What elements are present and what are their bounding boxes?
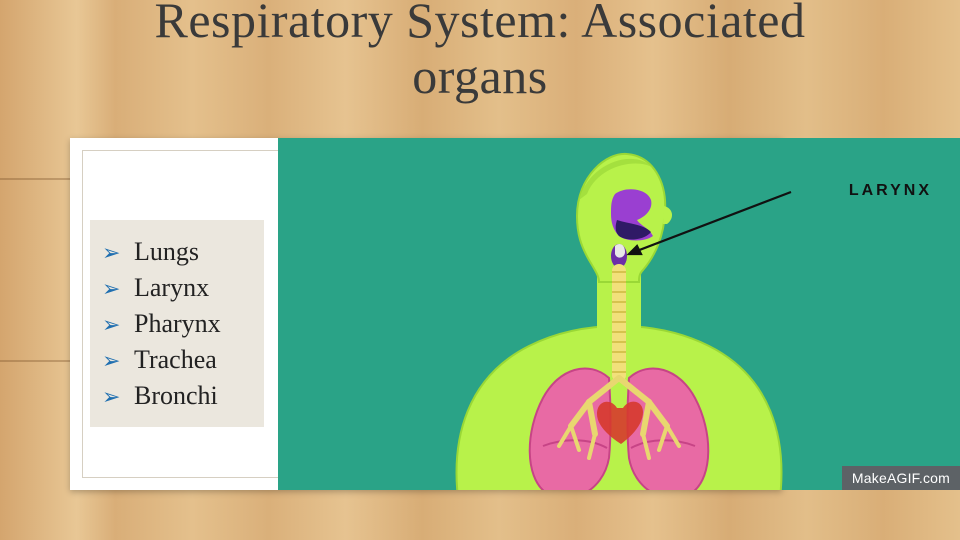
bullet-icon: ➢	[102, 274, 120, 304]
bullet-icon: ➢	[102, 310, 120, 340]
list-item-label: Lungs	[134, 234, 199, 270]
list-item-label: Bronchi	[134, 378, 218, 414]
list-item: ➢ Bronchi	[102, 378, 254, 414]
anatomy-label-larynx: LARYNX	[849, 182, 932, 200]
watermark-badge: MakeAGIF.com	[842, 466, 960, 490]
list-item: ➢ Lungs	[102, 234, 254, 270]
anatomy-panel: LARYNX MakeAGIF.com	[278, 138, 960, 490]
list-item: ➢ Trachea	[102, 342, 254, 378]
list-item: ➢ Pharynx	[102, 306, 254, 342]
bullet-icon: ➢	[102, 346, 120, 376]
bullet-icon: ➢	[102, 238, 120, 268]
title-line-1: Respiratory System: Associated	[154, 0, 805, 48]
anatomy-illustration	[439, 146, 799, 490]
list-item-label: Pharynx	[134, 306, 221, 342]
list-item-label: Larynx	[134, 270, 209, 306]
slide-title: Respiratory System: Associated organs	[0, 0, 960, 104]
title-line-2: organs	[412, 48, 547, 104]
list-item-label: Trachea	[134, 342, 217, 378]
bullet-icon: ➢	[102, 382, 120, 412]
list-item: ➢ Larynx	[102, 270, 254, 306]
organ-list: ➢ Lungs ➢ Larynx ➢ Pharynx ➢ Trachea ➢ B…	[90, 220, 264, 427]
